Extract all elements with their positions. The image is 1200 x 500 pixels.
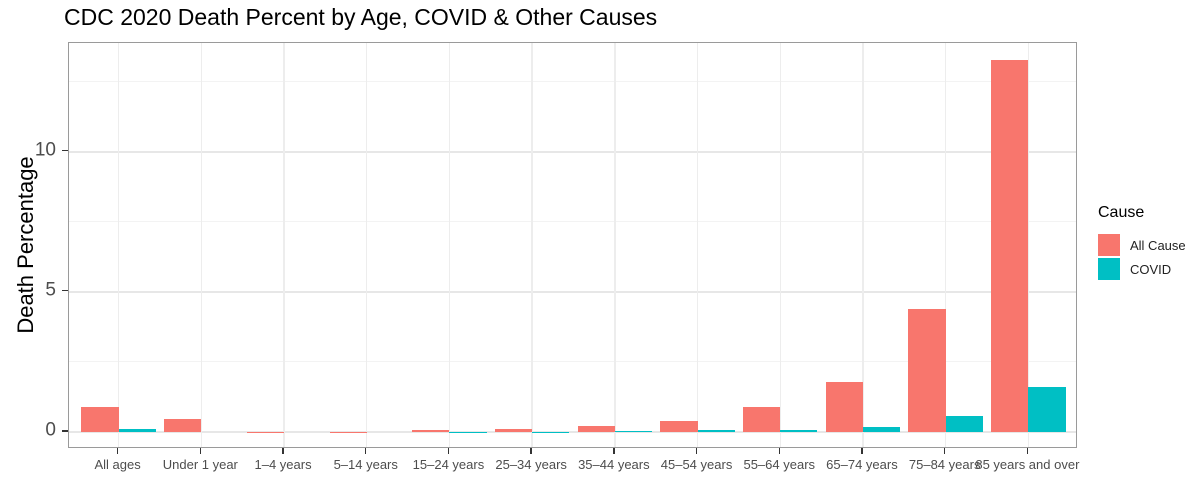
gridline-horizontal-minor: [69, 361, 1076, 363]
x-tick-mark: [530, 448, 532, 454]
x-tick-label: 1–4 years: [254, 457, 312, 472]
legend-swatch-all-cause: [1098, 234, 1120, 256]
x-tick-mark: [943, 448, 946, 454]
x-tick-label: 65–74 years: [826, 457, 898, 472]
y-tick-mark: [62, 289, 68, 292]
x-tick-label: 45–54 years: [660, 457, 733, 472]
chart-title: CDC 2020 Death Percent by Age, COVID & O…: [64, 4, 658, 30]
gridline-horizontal-major: [69, 290, 1076, 293]
legend-label: All Cause: [1130, 237, 1186, 253]
x-tick-mark: [199, 448, 202, 454]
bar-all-cause: [412, 429, 450, 432]
plot-panel: [68, 42, 1077, 448]
x-tick-label: 5–14 years: [333, 457, 398, 472]
bar-all-cause: [908, 308, 946, 432]
x-tick-label: Under 1 year: [162, 457, 238, 472]
x-tick-mark: [364, 448, 367, 454]
bar-all-cause: [743, 407, 781, 432]
legend: Cause All Cause COVID: [1098, 204, 1186, 282]
x-tick-label: 15–24 years: [412, 457, 485, 472]
bar-all-cause: [81, 406, 119, 432]
x-tick-mark: [613, 448, 615, 454]
bar-all-cause: [825, 381, 863, 432]
legend-item: COVID: [1098, 258, 1186, 280]
x-tick-mark: [1026, 448, 1029, 454]
gridline-horizontal-minor: [69, 80, 1076, 82]
gridline-vertical-major: [1027, 43, 1030, 447]
x-tick-label: 75–84 years: [908, 457, 981, 472]
x-tick-mark: [447, 448, 450, 454]
bar-all-cause: [577, 425, 615, 432]
gridline-vertical-major: [365, 43, 368, 447]
bar-all-cause: [494, 428, 533, 432]
legend-items: All Cause COVID: [1098, 234, 1186, 280]
x-tick-label: 25–34 years: [495, 457, 567, 472]
gridline-vertical-major: [944, 43, 947, 447]
bar-covid: [862, 426, 901, 432]
x-tick-label: 85 years and over: [975, 457, 1080, 472]
x-tick-mark: [282, 448, 284, 454]
bar-all-cause: [660, 421, 698, 432]
bar-covid: [614, 431, 653, 432]
legend-item: All Cause: [1098, 234, 1186, 256]
gridline-vertical-major: [117, 43, 120, 447]
gridline-vertical-major: [614, 43, 616, 447]
x-tick-mark: [778, 448, 780, 454]
y-tick-mark: [62, 430, 68, 432]
x-tick-label: All ages: [94, 457, 141, 472]
bar-all-cause: [991, 60, 1029, 432]
legend-swatch-covid: [1098, 258, 1120, 280]
x-tick-mark: [116, 448, 119, 454]
legend-title: Cause: [1098, 204, 1145, 221]
bar-covid: [1028, 387, 1066, 432]
bar-covid: [945, 416, 983, 432]
gridline-vertical-major: [862, 43, 864, 447]
gridline-vertical-major: [283, 43, 285, 447]
y-tick-label: 10: [34, 139, 56, 161]
gridline-vertical-major: [448, 43, 451, 447]
gridline-vertical-major: [696, 43, 699, 447]
gridline-horizontal-minor: [69, 221, 1076, 223]
bar-covid: [780, 429, 818, 432]
gridline-vertical-major: [531, 43, 533, 447]
gridline-vertical-major: [200, 43, 203, 447]
gridline-vertical-major: [779, 43, 781, 447]
bar-covid: [118, 429, 156, 432]
y-tick-label: 0: [45, 419, 56, 441]
y-axis-title: Death Percentage: [13, 156, 38, 334]
x-tick-label: 35–44 years: [578, 457, 650, 472]
gridline-horizontal-major: [69, 150, 1076, 153]
bar-all-cause: [164, 419, 202, 432]
gridline-horizontal-major: [69, 430, 1076, 433]
y-tick-mark: [62, 149, 68, 152]
x-tick-mark: [861, 448, 863, 454]
y-tick-label: 5: [45, 279, 56, 301]
x-tick-mark: [695, 448, 698, 454]
x-tick-label: 55–64 years: [743, 457, 816, 472]
legend-label: COVID: [1130, 261, 1172, 277]
bar-covid: [697, 430, 735, 432]
